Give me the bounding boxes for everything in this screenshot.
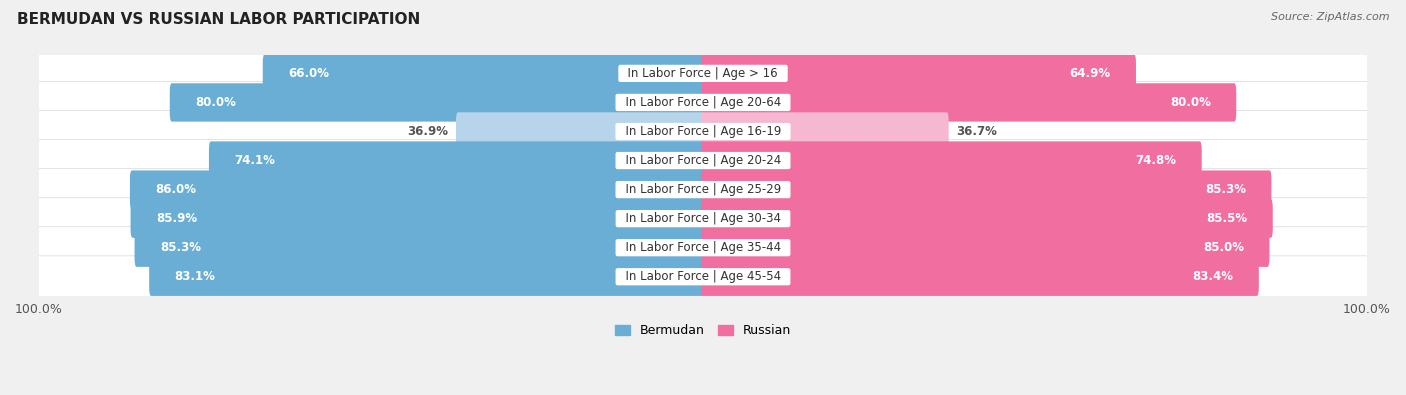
FancyBboxPatch shape xyxy=(34,139,1372,181)
Text: 64.9%: 64.9% xyxy=(1070,67,1111,80)
Text: In Labor Force | Age 16-19: In Labor Force | Age 16-19 xyxy=(617,125,789,138)
Text: 80.0%: 80.0% xyxy=(195,96,236,109)
FancyBboxPatch shape xyxy=(34,81,1372,123)
FancyBboxPatch shape xyxy=(456,112,704,150)
Text: In Labor Force | Age 35-44: In Labor Force | Age 35-44 xyxy=(617,241,789,254)
Text: 85.3%: 85.3% xyxy=(1205,183,1246,196)
FancyBboxPatch shape xyxy=(209,141,704,180)
FancyBboxPatch shape xyxy=(34,169,1372,211)
Text: 74.8%: 74.8% xyxy=(1136,154,1177,167)
Text: In Labor Force | Age 30-34: In Labor Force | Age 30-34 xyxy=(617,212,789,225)
Text: 85.5%: 85.5% xyxy=(1206,212,1247,225)
FancyBboxPatch shape xyxy=(702,229,1270,267)
Text: 66.0%: 66.0% xyxy=(288,67,329,80)
FancyBboxPatch shape xyxy=(34,227,1372,269)
Text: 83.4%: 83.4% xyxy=(1192,270,1233,283)
FancyBboxPatch shape xyxy=(702,199,1272,238)
Legend: Bermudan, Russian: Bermudan, Russian xyxy=(610,320,796,342)
Text: In Labor Force | Age 20-24: In Labor Force | Age 20-24 xyxy=(617,154,789,167)
FancyBboxPatch shape xyxy=(702,83,1236,122)
FancyBboxPatch shape xyxy=(702,141,1202,180)
Text: 85.0%: 85.0% xyxy=(1204,241,1244,254)
Text: 80.0%: 80.0% xyxy=(1170,96,1211,109)
Text: In Labor Force | Age 45-54: In Labor Force | Age 45-54 xyxy=(617,270,789,283)
FancyBboxPatch shape xyxy=(131,199,704,238)
FancyBboxPatch shape xyxy=(702,112,949,150)
FancyBboxPatch shape xyxy=(702,258,1258,296)
Text: 86.0%: 86.0% xyxy=(155,183,197,196)
Text: In Labor Force | Age 25-29: In Labor Force | Age 25-29 xyxy=(617,183,789,196)
FancyBboxPatch shape xyxy=(34,198,1372,239)
FancyBboxPatch shape xyxy=(34,111,1372,152)
FancyBboxPatch shape xyxy=(149,258,704,296)
Text: 36.9%: 36.9% xyxy=(406,125,449,138)
FancyBboxPatch shape xyxy=(702,54,1136,92)
FancyBboxPatch shape xyxy=(702,170,1271,209)
FancyBboxPatch shape xyxy=(170,83,704,122)
Text: BERMUDAN VS RUSSIAN LABOR PARTICIPATION: BERMUDAN VS RUSSIAN LABOR PARTICIPATION xyxy=(17,12,420,27)
Text: 85.3%: 85.3% xyxy=(160,241,201,254)
Text: Source: ZipAtlas.com: Source: ZipAtlas.com xyxy=(1271,12,1389,22)
Text: 74.1%: 74.1% xyxy=(235,154,276,167)
Text: 85.9%: 85.9% xyxy=(156,212,197,225)
FancyBboxPatch shape xyxy=(263,54,704,92)
Text: 36.7%: 36.7% xyxy=(956,125,997,138)
FancyBboxPatch shape xyxy=(34,53,1372,94)
Text: In Labor Force | Age > 16: In Labor Force | Age > 16 xyxy=(620,67,786,80)
Text: In Labor Force | Age 20-64: In Labor Force | Age 20-64 xyxy=(617,96,789,109)
FancyBboxPatch shape xyxy=(34,256,1372,298)
FancyBboxPatch shape xyxy=(129,170,704,209)
Text: 83.1%: 83.1% xyxy=(174,270,215,283)
FancyBboxPatch shape xyxy=(135,229,704,267)
